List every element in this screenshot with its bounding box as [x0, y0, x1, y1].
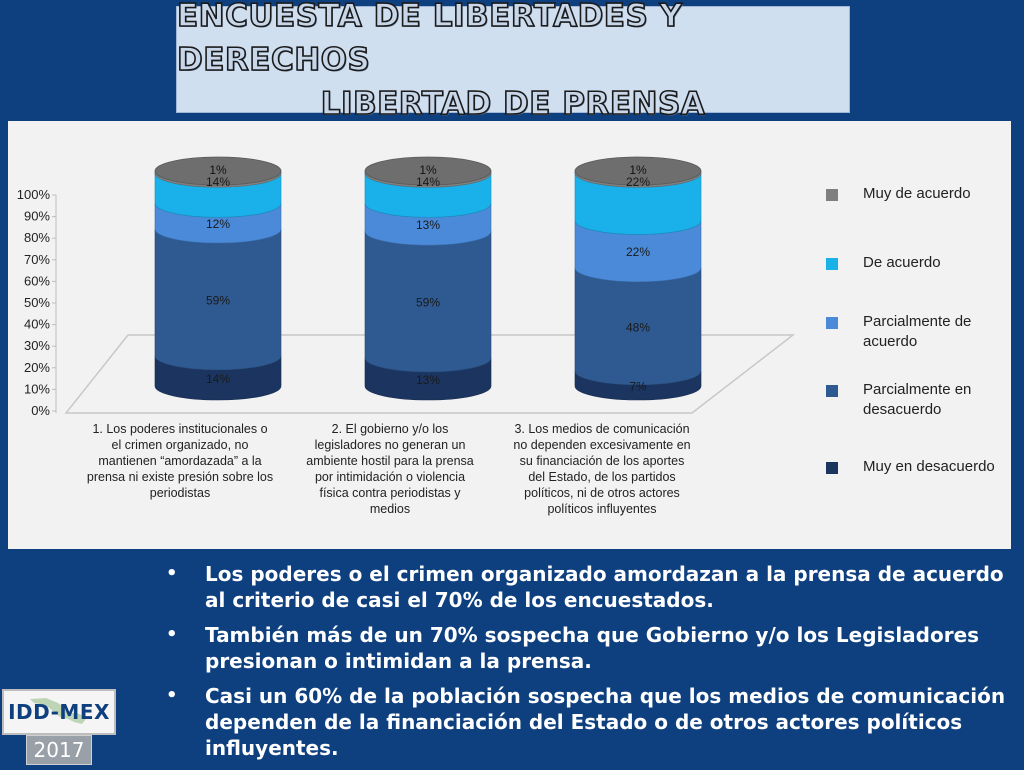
bullet-text: También más de un 70% sospecha que Gobie… [205, 623, 980, 673]
x-category-label-line: prensa ni existe presión sobre los [86, 470, 274, 484]
logo-badge: IDD-MEX [2, 689, 116, 735]
y-tick-label: 100% [17, 187, 51, 202]
bar-top-cap [574, 156, 702, 186]
slide-title: ENCUESTA DE LIBERTADES Y DERECHOS [176, 0, 683, 78]
y-tick-label: 10% [24, 381, 50, 396]
x-category-label-line: su financiación de los aportes [519, 454, 685, 468]
x-category-label-line: física contra periodistas y [319, 486, 461, 500]
data-label: 7% [629, 379, 647, 393]
y-tick-label: 50% [24, 295, 50, 310]
data-label: 1% [629, 163, 647, 177]
x-category-label-line: medios [369, 502, 411, 516]
legend-label: Muy en desacuerdo [863, 458, 995, 475]
data-label: 22% [626, 175, 650, 189]
x-category-label-line: políticos, ni de otros actores [524, 486, 680, 500]
data-label: 14% [206, 372, 230, 386]
x-category-label-line: 3. Los medios de comunicación [514, 422, 690, 436]
legend-label: De acuerdo [863, 254, 941, 271]
legend-label: Parcialmente de acuerdo [863, 313, 972, 350]
y-tick-label: 90% [24, 209, 50, 224]
x-category-label-line: políticos influyentes [547, 502, 657, 516]
idd-mex-logo: IDD-MEX 2017 [2, 689, 116, 765]
data-label: 12% [206, 217, 230, 231]
legend-item: De acuerdo [826, 253, 1003, 273]
data-label: 22% [626, 245, 650, 259]
data-label: 59% [416, 296, 440, 310]
legend-label: Parcialmente en desacuerdo [863, 381, 972, 418]
x-category-label: 1. Los poderes institucionales o el crime… [80, 421, 280, 501]
chart-panel: 0% 10% 20% 30% 40% 50% 60% 70% 80% 90% 100% 14% 59% 1… [8, 121, 1011, 549]
bullet-dot-icon: • [166, 685, 178, 706]
logo-name: IDD-MEX [8, 700, 110, 724]
x-category-label: 2. El gobierno y/o los legisladores no ge… [290, 421, 490, 517]
x-category-label-line: ambiente hostil para la prensa [306, 454, 474, 468]
data-label: 13% [416, 218, 440, 232]
x-category-label-line: periodistas [149, 486, 211, 500]
legend-item: Muy en desacuerdo [826, 457, 1003, 477]
legend-label: Muy de acuerdo [863, 185, 971, 202]
y-tick-label: 30% [24, 338, 50, 353]
legend-swatch [826, 317, 838, 329]
x-category-label-line: por intimidación o violencia [314, 470, 466, 484]
y-tick-label: 70% [24, 252, 50, 267]
legend-swatch [826, 258, 838, 270]
legend-item: Parcialmente de acuerdo [826, 312, 1003, 352]
legend-item: Muy de acuerdo [826, 184, 1003, 204]
data-label: 59% [206, 293, 230, 307]
x-category-label-line: el crimen organizado, no [111, 438, 249, 452]
x-category-label-line: 1. Los poderes institucionales o [92, 422, 268, 436]
legend-item: Parcialmente en desacuerdo [826, 380, 1003, 420]
bar-column: 13% 59% 13% 14%1% [364, 156, 492, 401]
chart-floor [64, 334, 796, 414]
legend-swatch [826, 189, 838, 201]
bullet-dot-icon: • [166, 624, 178, 645]
y-tick-label: 40% [24, 317, 50, 332]
x-category-label-line: legisladores no generan un [314, 438, 466, 452]
title-banner: ENCUESTA DE LIBERTADES Y DERECHOS LIBERT… [176, 0, 850, 122]
mexico-map-icon [30, 698, 86, 724]
stacked-cylinder-chart: 0%10%20%30%40%50%60%70%80%90%100%14%59%1… [17, 156, 796, 418]
bar-top-cap [154, 156, 282, 186]
data-label: 14% [206, 175, 230, 189]
x-category-label-line: 2. El gobierno y/o los [331, 422, 449, 436]
bullet-list: • Los poderes o el crimen organizado amor… [162, 561, 1012, 770]
data-label: 1% [419, 163, 437, 177]
bar-top-cap [364, 156, 492, 186]
data-label: 13% [416, 373, 440, 387]
y-tick-label: 0% [31, 403, 50, 418]
bullet-item: • También más de un 70% sospecha que Gobi… [162, 622, 1012, 674]
bullet-dot-icon: • [166, 563, 178, 584]
bullet-text: Casi un 60% de la población sospecha que… [205, 684, 1006, 760]
slide-subtitle: LIBERTAD DE PRENSA [320, 85, 706, 123]
bullet-item: • Los poderes o el crimen organizado amor… [162, 561, 1012, 613]
bar-column: 7%48%22%22%1% [574, 156, 702, 401]
logo-year: 2017 [26, 735, 92, 765]
bullet-item: • Casi un 60% de la población sospecha qu… [162, 683, 1012, 761]
bar-column: 14%59%12%14%1% [154, 156, 282, 401]
x-category-label-line: del Estado, de los partidos [528, 470, 676, 484]
legend-swatch [826, 462, 838, 474]
y-tick-label: 80% [24, 230, 50, 245]
y-tick-label: 20% [24, 360, 50, 375]
data-label: 1% [209, 163, 227, 177]
data-label: 48% [626, 320, 650, 334]
bullet-text: Los poderes o el crimen organizado amord… [205, 562, 1004, 612]
x-category-label-line: mantienen “amordazada” a la [98, 454, 262, 468]
x-category-label-line: no dependen excesivamente en [513, 438, 691, 452]
x-category-label: 3. Los medios de comunicación no dependen… [502, 421, 702, 517]
data-label: 14% [416, 175, 440, 189]
legend-swatch [826, 385, 838, 397]
y-tick-label: 60% [24, 273, 50, 288]
